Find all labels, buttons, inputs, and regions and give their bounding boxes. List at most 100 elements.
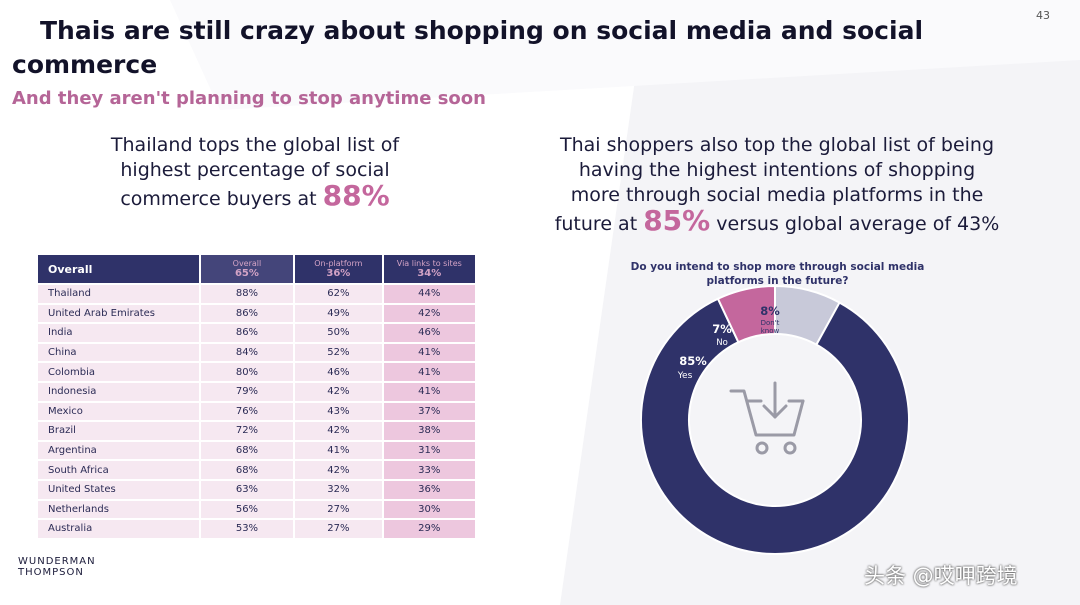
row-value: 41% (381, 363, 475, 381)
social-commerce-table: Overall Overall 65% On-platform 36% Via li… (38, 253, 475, 540)
table-row: India 86% 50% 46% (38, 324, 475, 342)
row-country: Mexico (38, 402, 199, 421)
table-row: Netherlands 56% 27% 30% (38, 500, 475, 519)
right-heading-line3: more through social media platforms in t… (570, 184, 984, 206)
slide-subtitle: And they aren't planning to stop anytime… (12, 88, 486, 109)
row-country: South Africa (38, 461, 199, 479)
right-heading: Thai shoppers also top the global list o… (522, 133, 1032, 237)
table-header-row: Overall Overall 65% On-platform 36% Via li… (38, 255, 475, 283)
row-value: 36% (381, 480, 475, 499)
donut-chart-title-line1: Do you intend to shop more through socia… (630, 261, 925, 273)
table-row: Colombia 80% 46% 41% (38, 363, 475, 381)
row-country: Brazil (38, 422, 199, 440)
donut-slice-no (716, 284, 776, 344)
table-row: Australia 53% 27% 29% (38, 520, 475, 538)
table-row: Mexico 76% 43% 37% (38, 402, 475, 421)
row-value: 46% (381, 324, 475, 342)
row-value: 42% (293, 382, 382, 401)
row-value: 41% (293, 441, 382, 460)
right-highlight-percent: 85% (643, 204, 711, 237)
left-heading-line2: highest percentage of social (120, 159, 390, 181)
logo-line2: THOMPSON (18, 567, 84, 578)
header-on-platform-value: 36% (326, 268, 351, 279)
row-value: 79% (198, 382, 294, 401)
left-heading: Thailand tops the global list of highest… (70, 133, 440, 212)
wunderman-thompson-logo: WUNDERMAN THOMPSON (18, 556, 96, 578)
header-on-platform: On-platform 36% (293, 255, 382, 283)
left-heading-line3: commerce buyers at (120, 188, 323, 210)
row-value: 41% (381, 382, 475, 401)
row-value: 41% (381, 343, 475, 362)
row-value: 44% (381, 285, 475, 303)
row-value: 63% (198, 480, 294, 499)
table-row: Indonesia 79% 42% 41% (38, 382, 475, 401)
header-overall-label: Overall (232, 259, 262, 268)
table-row: Thailand 88% 62% 44% (38, 285, 475, 303)
logo-line1: WUNDERMAN (18, 556, 96, 567)
slice-label-no-value: 7% (712, 322, 732, 336)
row-value: 46% (293, 363, 382, 381)
slice-label-yes: Yes (677, 371, 693, 381)
right-heading-line4-post: versus global average of 43% (710, 213, 1000, 235)
row-value: 27% (293, 520, 382, 538)
header-via-links-label: Via links to sites (396, 259, 462, 268)
row-value: 86% (198, 304, 294, 323)
slice-label-dont-know-line1: Don't (761, 319, 780, 327)
row-country: India (38, 324, 199, 342)
row-country: China (38, 343, 199, 362)
header-overall-value: 65% (234, 268, 259, 279)
row-value: 42% (293, 422, 382, 440)
table-row: South Africa 68% 42% 33% (38, 461, 475, 479)
row-value: 53% (198, 520, 294, 538)
row-value: 30% (381, 500, 475, 519)
shopping-cart-download-icon (729, 381, 805, 455)
slide-title-line1: Thais are still crazy about shopping on … (40, 16, 924, 45)
page-number: 43 (1036, 9, 1050, 22)
row-country: Australia (38, 520, 199, 538)
row-value: 56% (198, 500, 294, 519)
row-country: Colombia (38, 363, 199, 381)
header-via-links: Via links to sites 34% (381, 255, 475, 283)
header-on-platform-label: On-platform (314, 259, 363, 268)
table-row: China 84% 52% 41% (38, 343, 475, 362)
slide-title-line2: commerce (12, 50, 158, 79)
row-value: 43% (293, 402, 382, 421)
header-overall: Overall (38, 255, 199, 283)
donut-slices (640, 284, 910, 555)
donut-chart: 85% Yes 7% No 8% Don't know (640, 284, 910, 555)
table-body: Thailand 88% 62% 44% United Arab Emirates 86%… (38, 285, 475, 538)
row-value: 68% (198, 441, 294, 460)
row-value: 37% (381, 402, 475, 421)
slice-label-no: No (716, 338, 728, 348)
row-value: 52% (293, 343, 382, 362)
row-value: 68% (198, 461, 294, 479)
row-value: 62% (293, 285, 382, 303)
slice-label-dont-know-line2: know (761, 327, 780, 335)
row-country: Thailand (38, 285, 199, 303)
row-value: 72% (198, 422, 294, 440)
row-value: 38% (381, 422, 475, 440)
right-heading-line4-pre: future at (554, 213, 644, 235)
row-value: 86% (198, 324, 294, 342)
watermark: 头条 @哎呷跨境 (864, 564, 1018, 588)
row-country: Argentina (38, 441, 199, 460)
row-value: 42% (293, 461, 382, 479)
row-value: 31% (381, 441, 475, 460)
row-value: 80% (198, 363, 294, 381)
row-value: 33% (381, 461, 475, 479)
row-country: Indonesia (38, 382, 199, 401)
row-value: 49% (293, 304, 382, 323)
header-via-links-value: 34% (417, 268, 442, 279)
row-value: 50% (293, 324, 382, 342)
row-value: 29% (381, 520, 475, 538)
header-overall-metric: Overall 65% (198, 255, 294, 283)
table-row: Brazil 72% 42% 38% (38, 422, 475, 440)
table-row: United Arab Emirates 86% 49% 42% (38, 304, 475, 323)
donut-chart-title: Do you intend to shop more through socia… (620, 260, 935, 288)
row-value: 27% (293, 500, 382, 519)
row-country: United Arab Emirates (38, 304, 199, 323)
donut-slice-yes (640, 297, 910, 555)
slice-label-yes-value: 85% (679, 354, 707, 368)
left-highlight-percent: 88% (322, 179, 390, 212)
slice-label-dont-know-value: 8% (760, 304, 780, 318)
